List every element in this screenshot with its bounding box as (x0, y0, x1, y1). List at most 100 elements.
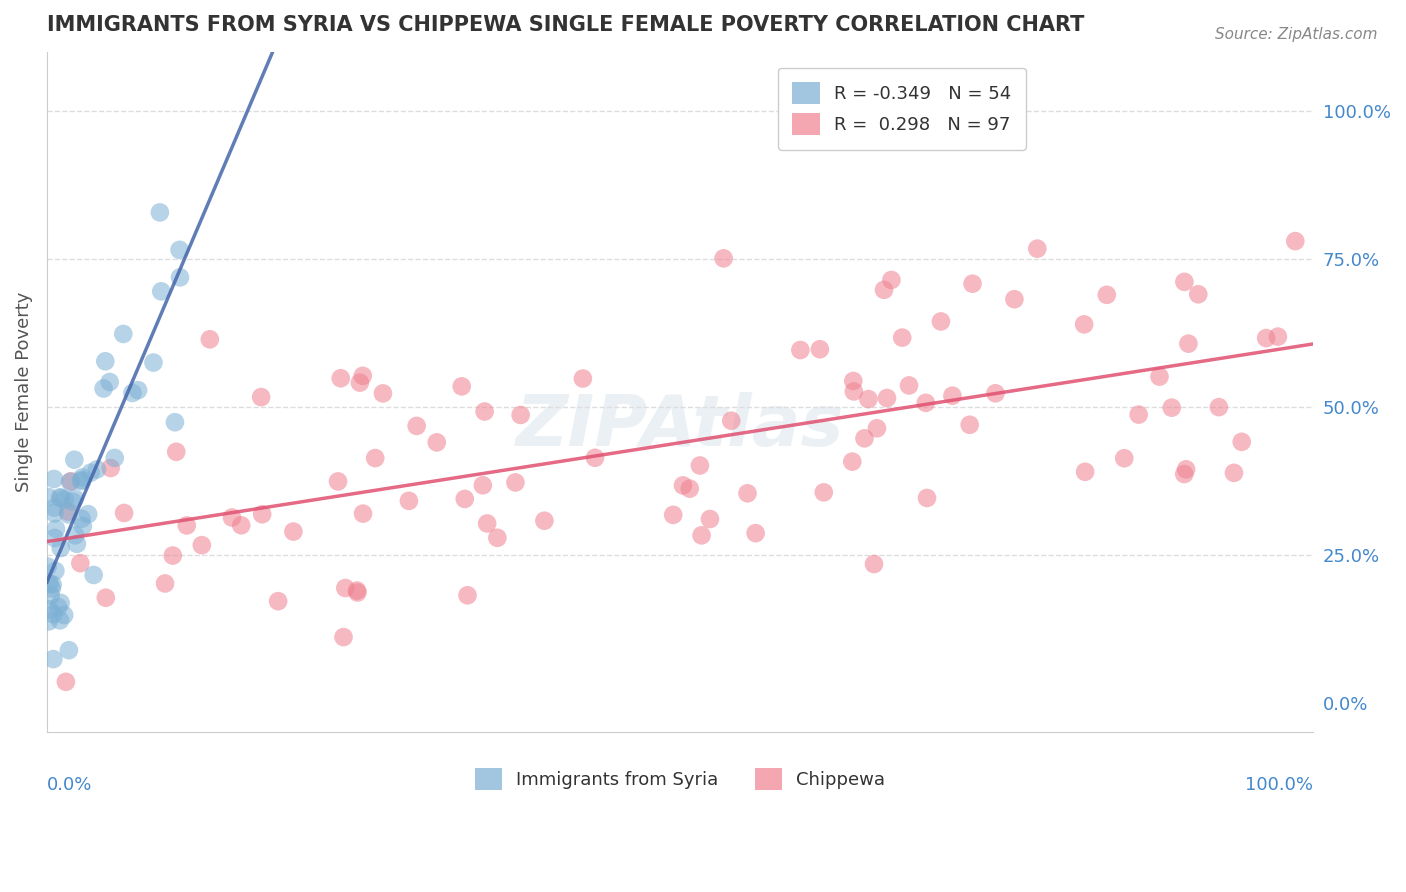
Chippewa (662, 508, 685, 522)
Chippewa (1173, 467, 1195, 481)
Chippewa (509, 408, 531, 422)
Chippewa (332, 630, 354, 644)
Immigrants from Syria (94, 354, 117, 368)
Chippewa (1187, 287, 1209, 301)
Chippewa (1173, 275, 1195, 289)
Chippewa (880, 273, 903, 287)
Chippewa (1149, 369, 1171, 384)
Immigrants from Syria (39, 589, 62, 603)
Chippewa (267, 594, 290, 608)
Chippewa (346, 583, 368, 598)
Chippewa (941, 389, 963, 403)
Chippewa (873, 283, 896, 297)
Chippewa (69, 556, 91, 570)
Chippewa (1026, 242, 1049, 256)
Chippewa (250, 390, 273, 404)
Chippewa (1256, 331, 1278, 345)
Chippewa (329, 371, 352, 385)
Chippewa (853, 431, 876, 445)
Chippewa (505, 475, 527, 490)
Immigrants from Syria (127, 383, 149, 397)
Immigrants from Syria (41, 582, 63, 596)
Immigrants from Syria (63, 528, 86, 542)
Chippewa (60, 475, 83, 489)
Chippewa (352, 507, 374, 521)
Chippewa (858, 392, 880, 406)
Chippewa (842, 384, 865, 399)
Immigrants from Syria (104, 450, 127, 465)
Immigrants from Syria (70, 473, 93, 487)
Chippewa (713, 252, 735, 266)
Immigrants from Syria (59, 475, 82, 489)
Chippewa (915, 491, 938, 505)
Immigrants from Syria (66, 537, 89, 551)
Chippewa (929, 314, 952, 328)
Chippewa (1223, 466, 1246, 480)
Chippewa (583, 450, 606, 465)
Immigrants from Syria (38, 615, 60, 629)
Immigrants from Syria (49, 596, 72, 610)
Chippewa (984, 386, 1007, 401)
Chippewa (891, 330, 914, 344)
Chippewa (1074, 465, 1097, 479)
Immigrants from Syria (150, 285, 173, 299)
Chippewa (689, 458, 711, 473)
Text: IMMIGRANTS FROM SYRIA VS CHIPPEWA SINGLE FEMALE POVERTY CORRELATION CHART: IMMIGRANTS FROM SYRIA VS CHIPPEWA SINGLE… (46, 15, 1084, 35)
Chippewa (1002, 292, 1025, 306)
Chippewa (198, 332, 221, 346)
Chippewa (349, 376, 371, 390)
Immigrants from Syria (121, 386, 143, 401)
Chippewa (454, 491, 477, 506)
Chippewa (457, 588, 479, 602)
Chippewa (475, 516, 498, 531)
Chippewa (1230, 434, 1253, 449)
Chippewa (1114, 451, 1136, 466)
Immigrants from Syria (72, 519, 94, 533)
Chippewa (1160, 401, 1182, 415)
Immigrants from Syria (45, 522, 67, 536)
Chippewa (842, 374, 865, 388)
Chippewa (486, 531, 509, 545)
Immigrants from Syria (86, 462, 108, 476)
Chippewa (371, 386, 394, 401)
Chippewa (1177, 336, 1199, 351)
Text: 0.0%: 0.0% (46, 776, 93, 795)
Chippewa (672, 478, 695, 492)
Chippewa (533, 514, 555, 528)
Chippewa (55, 674, 77, 689)
Chippewa (283, 524, 305, 539)
Chippewa (398, 493, 420, 508)
Immigrants from Syria (44, 500, 66, 515)
Chippewa (863, 557, 886, 571)
Immigrants from Syria (79, 466, 101, 480)
Immigrants from Syria (77, 507, 100, 521)
Immigrants from Syria (53, 608, 76, 623)
Chippewa (959, 417, 981, 432)
Chippewa (699, 512, 721, 526)
Legend: Immigrants from Syria, Chippewa: Immigrants from Syria, Chippewa (460, 754, 900, 805)
Chippewa (1267, 329, 1289, 343)
Chippewa (405, 418, 427, 433)
Chippewa (1095, 288, 1118, 302)
Chippewa (679, 482, 702, 496)
Chippewa (191, 538, 214, 552)
Immigrants from Syria (163, 415, 186, 429)
Immigrants from Syria (41, 577, 63, 591)
Chippewa (364, 451, 387, 466)
Y-axis label: Single Female Poverty: Single Female Poverty (15, 292, 32, 492)
Chippewa (813, 485, 835, 500)
Immigrants from Syria (38, 576, 60, 591)
Chippewa (426, 435, 449, 450)
Chippewa (450, 379, 472, 393)
Immigrants from Syria (46, 600, 69, 615)
Chippewa (962, 277, 984, 291)
Chippewa (1073, 318, 1095, 332)
Immigrants from Syria (44, 507, 66, 521)
Immigrants from Syria (93, 382, 115, 396)
Immigrants from Syria (70, 512, 93, 526)
Immigrants from Syria (49, 541, 72, 555)
Chippewa (335, 581, 357, 595)
Immigrants from Syria (63, 491, 86, 506)
Chippewa (471, 478, 494, 492)
Chippewa (1208, 400, 1230, 414)
